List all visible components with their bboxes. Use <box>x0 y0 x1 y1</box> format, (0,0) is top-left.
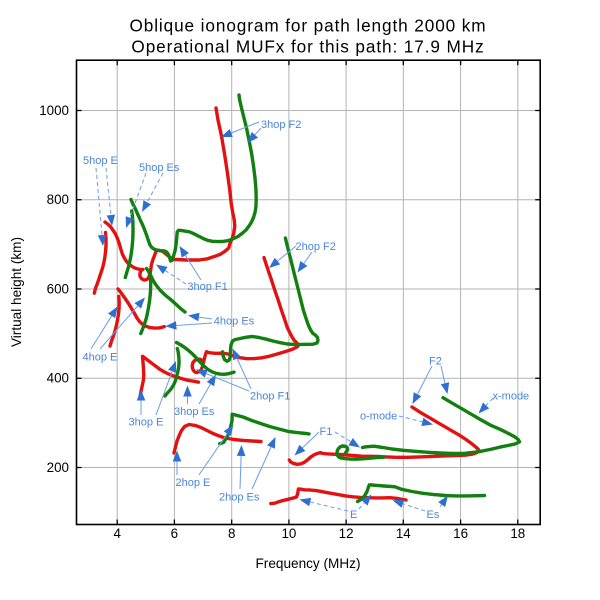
svg-text:400: 400 <box>47 371 69 386</box>
svg-text:o-mode: o-mode <box>360 411 397 423</box>
svg-text:3hop F1: 3hop F1 <box>187 281 227 293</box>
svg-text:8: 8 <box>228 526 235 541</box>
svg-text:2hop F2: 2hop F2 <box>296 241 336 253</box>
svg-text:3hop E: 3hop E <box>129 417 164 429</box>
svg-text:12: 12 <box>339 526 354 541</box>
svg-text:2hop Es: 2hop Es <box>219 492 260 504</box>
svg-text:10: 10 <box>281 526 296 541</box>
svg-text:F2: F2 <box>429 356 442 368</box>
svg-text:600: 600 <box>47 281 69 296</box>
svg-text:F1: F1 <box>320 426 333 438</box>
svg-text:Es: Es <box>427 509 440 521</box>
svg-text:18: 18 <box>510 526 525 541</box>
svg-text:6: 6 <box>171 526 178 541</box>
svg-text:3hop F2: 3hop F2 <box>261 119 301 131</box>
svg-text:1000: 1000 <box>39 103 69 118</box>
svg-text:x-mode: x-mode <box>493 391 530 403</box>
svg-text:2hop F1: 2hop F1 <box>250 391 290 403</box>
svg-text:4: 4 <box>113 526 121 541</box>
svg-text:14: 14 <box>396 526 411 541</box>
svg-text:5hop E: 5hop E <box>83 155 118 167</box>
svg-text:800: 800 <box>47 192 69 207</box>
svg-text:Oblique ionogram for path leng: Oblique ionogram for path length 2000 km <box>129 16 486 36</box>
svg-text:Frequency (MHz): Frequency (MHz) <box>256 556 361 571</box>
svg-text:4hop Es: 4hop Es <box>214 316 255 328</box>
svg-text:Virtual height (km): Virtual height (km) <box>9 237 24 347</box>
svg-text:3hop Es: 3hop Es <box>174 406 215 418</box>
svg-text:2hop E: 2hop E <box>176 477 211 489</box>
svg-text:16: 16 <box>453 526 468 541</box>
svg-text:5hop Es: 5hop Es <box>139 162 180 174</box>
svg-text:E: E <box>350 509 357 521</box>
svg-text:200: 200 <box>47 460 69 475</box>
svg-text:4hop E: 4hop E <box>83 352 118 364</box>
svg-text:Operational MUFx for this path: Operational MUFx for this path: 17.9 MHz <box>131 37 484 57</box>
